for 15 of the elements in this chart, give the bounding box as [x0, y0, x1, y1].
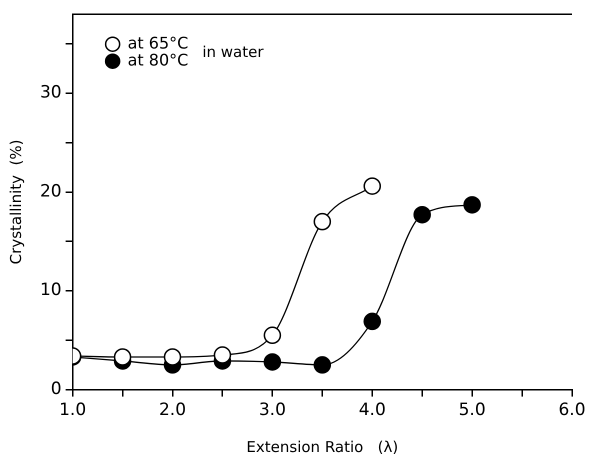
x-tick-label: 5.0 — [458, 400, 486, 420]
x-axis-title: Extension Ratio (λ) — [246, 438, 398, 456]
y-tick-label: 10 — [40, 280, 62, 300]
x-tick-label: 6.0 — [558, 400, 586, 420]
x-tick-label: 3.0 — [258, 400, 286, 420]
annotation: in water — [202, 43, 264, 62]
legend-label: at 65°C — [128, 33, 188, 52]
y-tick-label: 20 — [40, 181, 62, 202]
legend-label: at 80°C — [128, 50, 188, 70]
x-tick-label: 1.0 — [59, 400, 86, 420]
x-tick-label: 4.0 — [358, 400, 386, 420]
y-tick-label: 30 — [40, 82, 62, 103]
y-axis-title: Crystallinity (%) — [6, 139, 25, 264]
x-tick-label: 2.0 — [158, 400, 186, 420]
y-tick-label: 0 — [50, 379, 62, 400]
